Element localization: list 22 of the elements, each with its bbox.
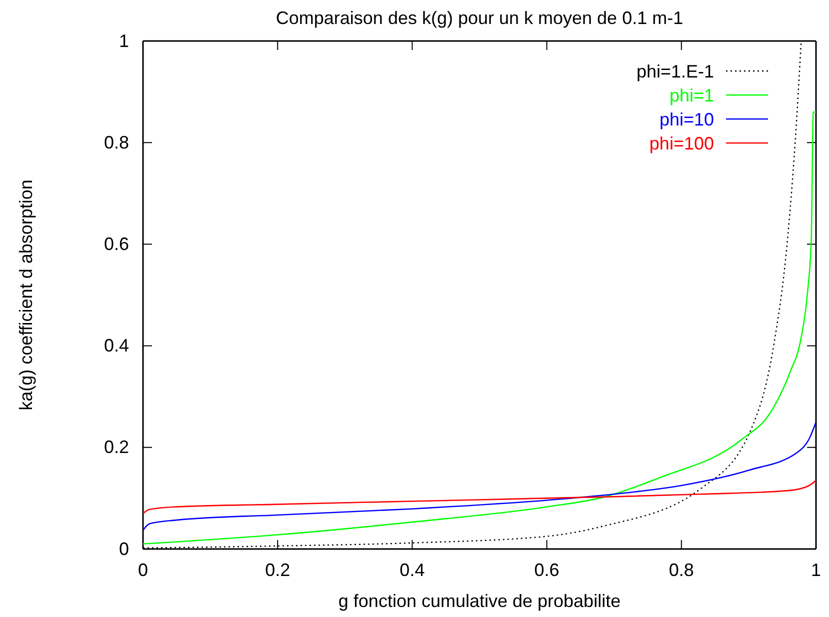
y-tick-label: 0.2 <box>104 437 129 458</box>
line-series <box>143 111 816 545</box>
chart-title: Comparaison des k(g) pour un k moyen de 0.1 m-1 <box>276 8 684 28</box>
y-tick-label: 0.6 <box>104 234 129 254</box>
y-tick-label: 1 <box>118 30 129 51</box>
legend-label: phi=1 <box>669 85 714 106</box>
x-tick-label: 0.2 <box>265 560 290 580</box>
x-tick-label: 0.6 <box>534 560 560 580</box>
x-tick-label: 1 <box>810 560 822 580</box>
line-series <box>143 480 816 514</box>
legend-label: phi=100 <box>649 133 714 154</box>
x-tick-label: 0.8 <box>668 560 694 580</box>
y-tick-label: 0 <box>118 538 129 559</box>
legend-label: phi=1.E-1 <box>636 61 714 82</box>
y-tick-label: 0.8 <box>104 132 129 152</box>
x-tick-label: 0 <box>138 560 148 580</box>
x-tick-label: 0.4 <box>400 560 425 580</box>
legend-label: phi=10 <box>659 109 714 130</box>
x-axis-title: g fonction cumulative de probabilite <box>338 591 621 611</box>
y-tick-label: 0.4 <box>104 336 129 356</box>
y-axis-title: ka(g) coefficient d absorption <box>16 180 36 410</box>
line-series <box>143 421 816 531</box>
